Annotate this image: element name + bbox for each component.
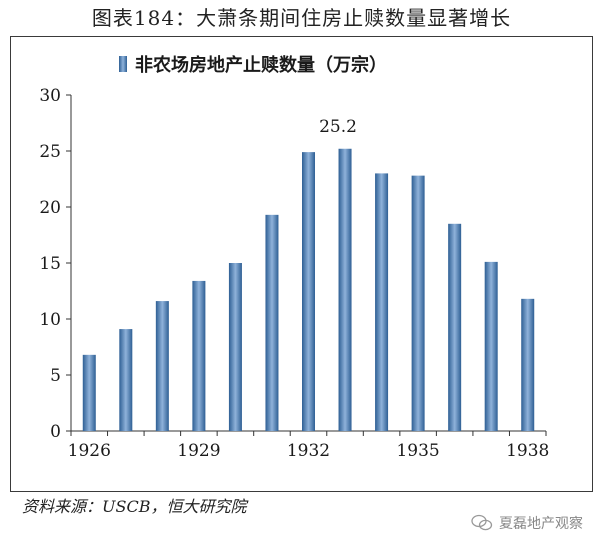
watermark-text: 夏磊地产观察 <box>499 516 583 532</box>
axes: 0 5 10 15 20 25 30 1926 1929 1932 1935 1938 <box>39 86 549 461</box>
bar-1926 <box>82 354 96 431</box>
y-tick-label: 0 <box>50 422 61 442</box>
legend: 非农场房地产止赎数量（万宗） <box>119 54 387 76</box>
y-tick-label: 5 <box>50 366 61 386</box>
y-tick-label: 15 <box>39 254 61 274</box>
bar-1936 <box>448 223 462 431</box>
bar-1938 <box>521 298 535 431</box>
chart-title: 非农场房地产止赎数量（万宗） <box>135 54 387 76</box>
x-tick-label: 1932 <box>287 441 330 461</box>
x-tick-label: 1935 <box>396 441 439 461</box>
bar-1935 <box>411 175 425 431</box>
bar-chart: 非农场房地产止赎数量（万宗） 0 5 10 15 20 25 30 1926 1929 1932 1… <box>39 54 549 461</box>
data-label: 25.2 <box>319 117 357 137</box>
watermark: 夏磊地产观察 <box>471 510 583 536</box>
bar-1928 <box>155 301 169 431</box>
bar-1930 <box>228 263 242 431</box>
y-tick-label: 20 <box>39 198 61 218</box>
bar-1933 <box>338 148 352 431</box>
x-tick-label: 1926 <box>68 441 111 461</box>
bar-1937 <box>484 261 498 431</box>
bar-1934 <box>375 173 389 431</box>
bar-1931 <box>265 214 279 431</box>
bars <box>82 148 535 431</box>
bar-1927 <box>119 329 133 431</box>
y-tick-label: 30 <box>39 86 61 106</box>
bar-1929 <box>192 280 206 431</box>
bar-1932 <box>302 152 315 431</box>
data-labels: 25.2 <box>319 117 357 137</box>
chat-bubbles-icon <box>471 514 493 531</box>
legend-swatch <box>119 56 127 72</box>
x-tick-label: 1938 <box>506 441 549 461</box>
x-tick-label: 1929 <box>177 441 220 461</box>
y-tick-label: 10 <box>39 310 61 330</box>
figure-title: 图表184：大萧条期间住房止赎数量显著增长 <box>91 6 512 30</box>
source-note: 资料来源：USCB，恒大研究院 <box>22 497 247 516</box>
chart-frame: 非农场房地产止赎数量（万宗） 0 5 10 15 20 25 30 1926 1929 1932 1… <box>10 36 593 492</box>
y-tick-label: 25 <box>39 142 61 162</box>
